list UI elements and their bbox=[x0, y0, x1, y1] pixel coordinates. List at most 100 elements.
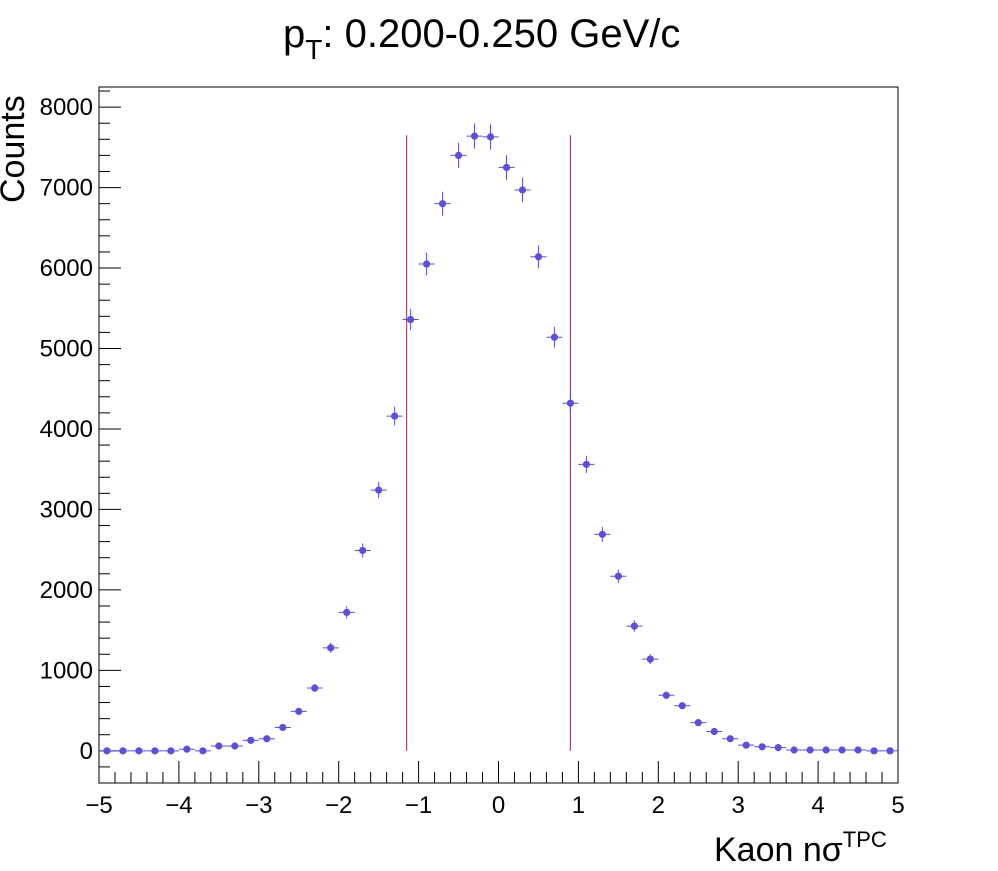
data-point bbox=[114, 747, 131, 755]
point-marker bbox=[199, 747, 207, 755]
data-point bbox=[290, 707, 307, 715]
x-tick-label: 2 bbox=[652, 792, 665, 819]
point-marker bbox=[566, 399, 575, 407]
data-point bbox=[530, 245, 547, 269]
point-marker bbox=[518, 186, 527, 194]
data-point bbox=[434, 191, 451, 216]
data-point bbox=[770, 743, 787, 752]
point-marker bbox=[646, 655, 654, 663]
y-tick-label: 8000 bbox=[40, 94, 93, 121]
x-tick-label: −5 bbox=[85, 792, 112, 819]
point-marker bbox=[327, 644, 335, 652]
data-point bbox=[482, 124, 499, 150]
x-tick-label: 4 bbox=[811, 792, 824, 819]
point-marker bbox=[375, 486, 383, 494]
x-tick-label: 1 bbox=[572, 792, 585, 819]
point-marker bbox=[886, 747, 894, 755]
point-marker bbox=[295, 707, 303, 715]
x-tick-label: −4 bbox=[165, 792, 192, 819]
y-tick-label: 0 bbox=[80, 738, 93, 765]
point-marker bbox=[119, 747, 127, 755]
point-marker bbox=[854, 746, 862, 754]
x-tick-label: −2 bbox=[325, 792, 352, 819]
point-marker bbox=[311, 684, 319, 692]
data-point bbox=[274, 723, 291, 732]
data-point bbox=[450, 142, 467, 168]
point-marker bbox=[726, 735, 734, 743]
data-point bbox=[850, 746, 867, 754]
point-marker bbox=[742, 741, 750, 749]
point-marker bbox=[486, 133, 495, 141]
point-marker bbox=[550, 333, 559, 341]
y-tick-label: 4000 bbox=[40, 416, 93, 443]
point-marker bbox=[359, 546, 367, 555]
point-marker bbox=[135, 747, 143, 755]
data-point bbox=[322, 642, 339, 654]
data-point bbox=[834, 746, 851, 754]
data-point bbox=[674, 702, 691, 710]
point-marker bbox=[454, 151, 463, 159]
title-rest: : 0.200-0.250 GeV/c bbox=[322, 12, 680, 56]
point-marker bbox=[215, 742, 223, 750]
data-point bbox=[338, 606, 355, 619]
chart-title: pT: 0.200-0.250 GeV/c bbox=[283, 12, 680, 65]
data-point bbox=[466, 123, 483, 149]
x-tick-label: 0 bbox=[492, 792, 505, 819]
point-marker bbox=[534, 253, 543, 261]
data-point bbox=[786, 746, 803, 754]
point-marker bbox=[582, 460, 590, 468]
data-point bbox=[626, 620, 643, 632]
data-points bbox=[99, 123, 898, 755]
y-tick-label: 3000 bbox=[40, 496, 93, 523]
point-marker bbox=[247, 736, 255, 744]
data-point bbox=[226, 742, 243, 750]
x-tick-label: −1 bbox=[405, 792, 432, 819]
data-point bbox=[498, 155, 515, 180]
point-marker bbox=[422, 260, 431, 268]
data-point bbox=[99, 747, 115, 755]
data-point bbox=[546, 326, 563, 348]
point-marker bbox=[438, 200, 447, 208]
y-tick-label: 1000 bbox=[40, 657, 93, 684]
x-tick-label: 5 bbox=[891, 792, 904, 819]
point-marker bbox=[598, 530, 606, 538]
point-marker bbox=[167, 747, 175, 755]
data-point bbox=[386, 406, 403, 426]
point-marker bbox=[614, 572, 622, 580]
data-point bbox=[818, 746, 835, 754]
data-point bbox=[738, 741, 755, 749]
data-point bbox=[418, 252, 435, 276]
y-tick-label: 6000 bbox=[40, 255, 93, 282]
data-point bbox=[658, 691, 675, 700]
y-tick-label: 7000 bbox=[40, 175, 93, 202]
point-marker bbox=[231, 742, 239, 750]
point-marker bbox=[407, 315, 415, 324]
data-point bbox=[706, 727, 723, 736]
point-marker bbox=[694, 719, 702, 727]
x-axis-title-main: Kaon nσ bbox=[714, 831, 843, 869]
data-point bbox=[146, 747, 163, 755]
data-point bbox=[882, 747, 898, 755]
point-marker bbox=[822, 746, 830, 754]
data-point bbox=[802, 746, 819, 754]
data-point bbox=[402, 308, 419, 331]
point-marker bbox=[103, 747, 111, 755]
point-marker bbox=[678, 702, 686, 710]
data-point bbox=[194, 747, 211, 755]
data-point bbox=[722, 735, 739, 743]
data-point bbox=[610, 569, 627, 583]
x-axis-title: Kaon nσTPC bbox=[714, 827, 887, 869]
data-point bbox=[754, 743, 771, 751]
point-marker bbox=[870, 747, 878, 755]
title-subscript: T bbox=[305, 34, 322, 65]
point-marker bbox=[838, 746, 846, 754]
point-marker bbox=[470, 132, 479, 140]
axis-ticks bbox=[98, 90, 899, 784]
data-point bbox=[866, 747, 883, 755]
point-marker bbox=[790, 746, 798, 754]
tick-labels: −5 −4 −3 −2 −1 0 1 2 3 4 5 0 1000 2000 3000 4000 5000 600… bbox=[40, 94, 905, 819]
y-axis-title: Counts bbox=[0, 95, 32, 203]
data-point bbox=[178, 745, 195, 753]
data-point bbox=[242, 736, 259, 744]
point-marker bbox=[774, 743, 782, 752]
